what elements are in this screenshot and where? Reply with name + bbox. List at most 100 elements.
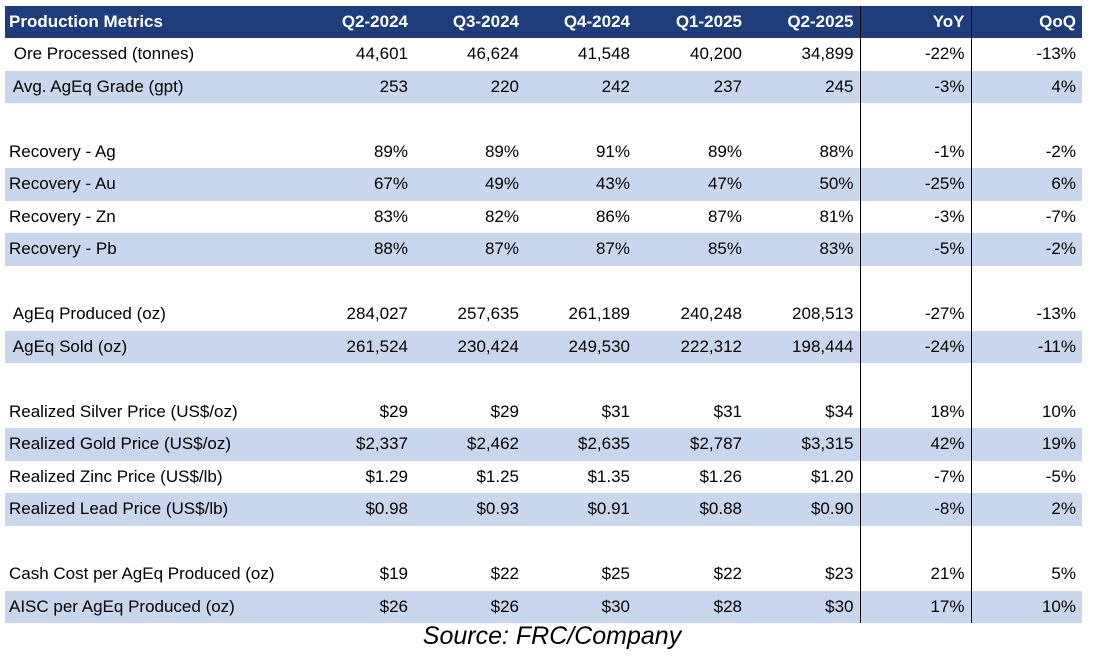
header-row: Production Metrics Q2-2024 Q3-2024 Q4-20… (5, 6, 1082, 38)
table-body: Ore Processed (tonnes) 44,601 46,624 41,548… (5, 38, 1082, 623)
production-metrics-table: Production Metrics Q2-2024 Q3-2024 Q4-20… (5, 6, 1082, 623)
header-q1-2025: Q1-2025 (636, 6, 748, 38)
value-cell: $1.25 (476, 466, 519, 486)
table-row: Cash Cost per AgEq Produced (oz) $19 $22 $2… (5, 558, 1082, 591)
row-label: Realized Silver Price (US$/oz) (9, 401, 238, 421)
value-cell: $22 (490, 564, 519, 584)
value-cell: $2,635 (525, 428, 636, 461)
table-row: Realized Silver Price (US$/oz) $29 $29 $31 $… (5, 395, 1082, 428)
value-cell: 245 (748, 70, 860, 103)
value-cell: -7% (859, 460, 971, 493)
value-cell: 41,548 (578, 44, 630, 64)
header-q2-2025: Q2-2025 (748, 6, 860, 38)
header-q2-2024: Q2-2024 (301, 6, 414, 38)
row-label: Ore Processed (tonnes) (9, 44, 195, 64)
row-label: AgEq Produced (oz) (9, 304, 166, 324)
spacer-cell (970, 525, 1082, 558)
value-cell: -13% (970, 38, 1082, 71)
value-cell: $0.91 (525, 493, 636, 526)
spacer-cell (748, 526, 860, 559)
spacer-cell (970, 103, 1082, 136)
spacer-cell (636, 103, 748, 136)
value-cell: 44,601 (356, 44, 408, 64)
value-cell: $2,787 (636, 428, 748, 461)
value-cell: 249,530 (525, 330, 636, 363)
value-cell: 10% (970, 395, 1082, 428)
value-cell: $2,337 (301, 428, 414, 461)
spacer-row (5, 525, 1082, 559)
header-yoy: YoY (859, 6, 971, 38)
value-cell: $26 (301, 590, 414, 623)
spacer-cell (970, 265, 1082, 298)
value-cell: -22% (859, 38, 971, 71)
value-cell: 83% (373, 206, 408, 226)
value-cell: 81% (819, 206, 854, 226)
spacer-cell (414, 266, 525, 299)
spacer-cell (525, 266, 636, 299)
spacer-cell (5, 363, 301, 396)
value-cell: 17% (859, 590, 971, 623)
table-row: AgEq Sold (oz) 261,524 230,424 249,530 222,3… (5, 330, 1082, 363)
value-cell: 10% (970, 590, 1082, 623)
value-cell: 46,624 (467, 44, 519, 64)
spacer-cell (301, 266, 414, 299)
value-cell: 88% (819, 141, 854, 161)
spacer-cell (525, 103, 636, 136)
spacer-cell (748, 266, 860, 299)
spacer-cell (5, 103, 301, 136)
spacer-cell (748, 103, 860, 136)
spacer-cell (525, 526, 636, 559)
spacer-cell (970, 363, 1082, 396)
value-cell: $2,462 (414, 428, 525, 461)
value-cell: 85% (636, 233, 748, 266)
value-cell: $0.88 (636, 493, 748, 526)
value-cell: $1.35 (587, 466, 630, 486)
spacer-cell (859, 363, 971, 396)
spacer-cell (859, 103, 971, 136)
spacer-cell (301, 103, 414, 136)
value-cell: 19% (970, 428, 1082, 461)
value-cell: $1.20 (810, 466, 854, 486)
value-cell: $29 (490, 401, 519, 421)
value-cell: 18% (859, 395, 971, 428)
value-cell: $26 (414, 590, 525, 623)
value-cell: $3,315 (748, 428, 860, 461)
value-cell: -3% (859, 200, 971, 233)
value-cell: 34,899 (801, 44, 854, 64)
value-cell: 220 (414, 70, 525, 103)
value-cell: -11% (970, 330, 1082, 363)
table-row: Ore Processed (tonnes) 44,601 46,624 41,548… (5, 38, 1082, 71)
row-label: Avg. AgEq Grade (gpt) (5, 70, 301, 103)
header-q3-2024: Q3-2024 (414, 6, 525, 38)
value-cell: $0.90 (748, 493, 860, 526)
value-cell: -2% (970, 233, 1082, 266)
value-cell: -24% (859, 330, 971, 363)
value-cell: $30 (525, 590, 636, 623)
row-label: Realized Lead Price (US$/lb) (5, 493, 301, 526)
value-cell: 86% (595, 206, 630, 226)
value-cell: 91% (595, 141, 630, 161)
value-cell: 284,027 (346, 304, 408, 324)
spacer-cell (636, 363, 748, 396)
value-cell: -8% (859, 493, 971, 526)
spacer-cell (301, 363, 414, 396)
table-row: Realized Lead Price (US$/lb) $0.98 $0.93 $0… (5, 493, 1082, 526)
value-cell: -27% (859, 298, 971, 331)
value-cell: $31 (601, 401, 630, 421)
value-cell: 222,312 (636, 330, 748, 363)
value-cell: 230,424 (414, 330, 525, 363)
value-cell: 83% (748, 233, 860, 266)
value-cell: 4% (970, 70, 1082, 103)
value-cell: 87% (414, 233, 525, 266)
value-cell: 47% (636, 168, 748, 201)
value-cell: 89% (373, 141, 408, 161)
value-cell: -1% (859, 135, 971, 168)
spacer-cell (859, 525, 971, 558)
spacer-cell (636, 526, 748, 559)
spacer-cell (414, 526, 525, 559)
spacer-cell (525, 363, 636, 396)
value-cell: $25 (601, 564, 630, 584)
table-row: AgEq Produced (oz) 284,027 257,635 261,189 2… (5, 298, 1082, 331)
value-cell: 242 (525, 70, 636, 103)
value-cell: 50% (748, 168, 860, 201)
